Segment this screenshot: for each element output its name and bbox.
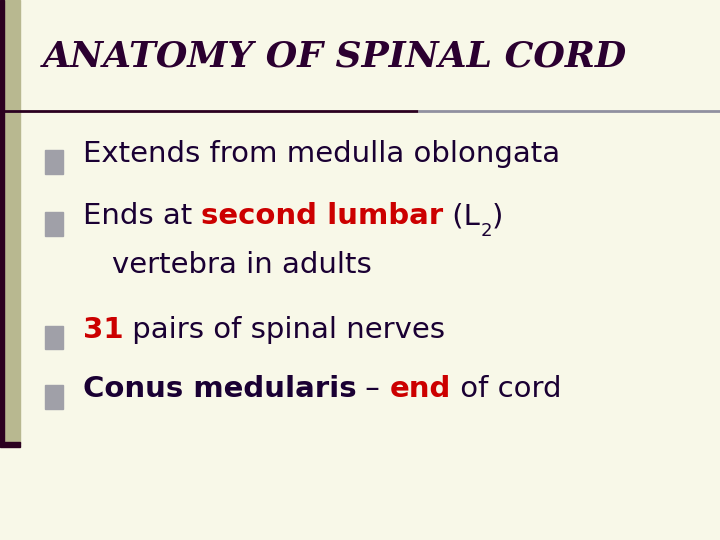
Text: 2: 2: [480, 222, 492, 240]
Text: 31: 31: [83, 315, 123, 343]
Bar: [0, 0, 4, 443]
Text: of cord: of cord: [451, 375, 562, 403]
Text: Extends from medulla oblongata: Extends from medulla oblongata: [83, 140, 560, 168]
Text: ANATOMY OF SPINAL CORD: ANATOMY OF SPINAL CORD: [43, 40, 627, 73]
Bar: [45, 326, 63, 349]
Text: second lumbar: second lumbar: [202, 202, 444, 230]
Text: pairs of spinal nerves: pairs of spinal nerves: [123, 315, 446, 343]
Text: Conus medularis: Conus medularis: [83, 375, 356, 403]
Text: ): ): [492, 202, 503, 230]
Text: (L: (L: [444, 202, 480, 230]
Text: vertebra in adults: vertebra in adults: [112, 251, 372, 279]
Text: end: end: [390, 375, 451, 403]
Bar: [45, 150, 63, 174]
Text: Ends at: Ends at: [83, 202, 202, 230]
Bar: [45, 385, 63, 409]
Bar: [0, 0, 20, 443]
Bar: [0, 442, 20, 447]
Text: –: –: [356, 375, 390, 403]
Bar: [45, 212, 63, 236]
